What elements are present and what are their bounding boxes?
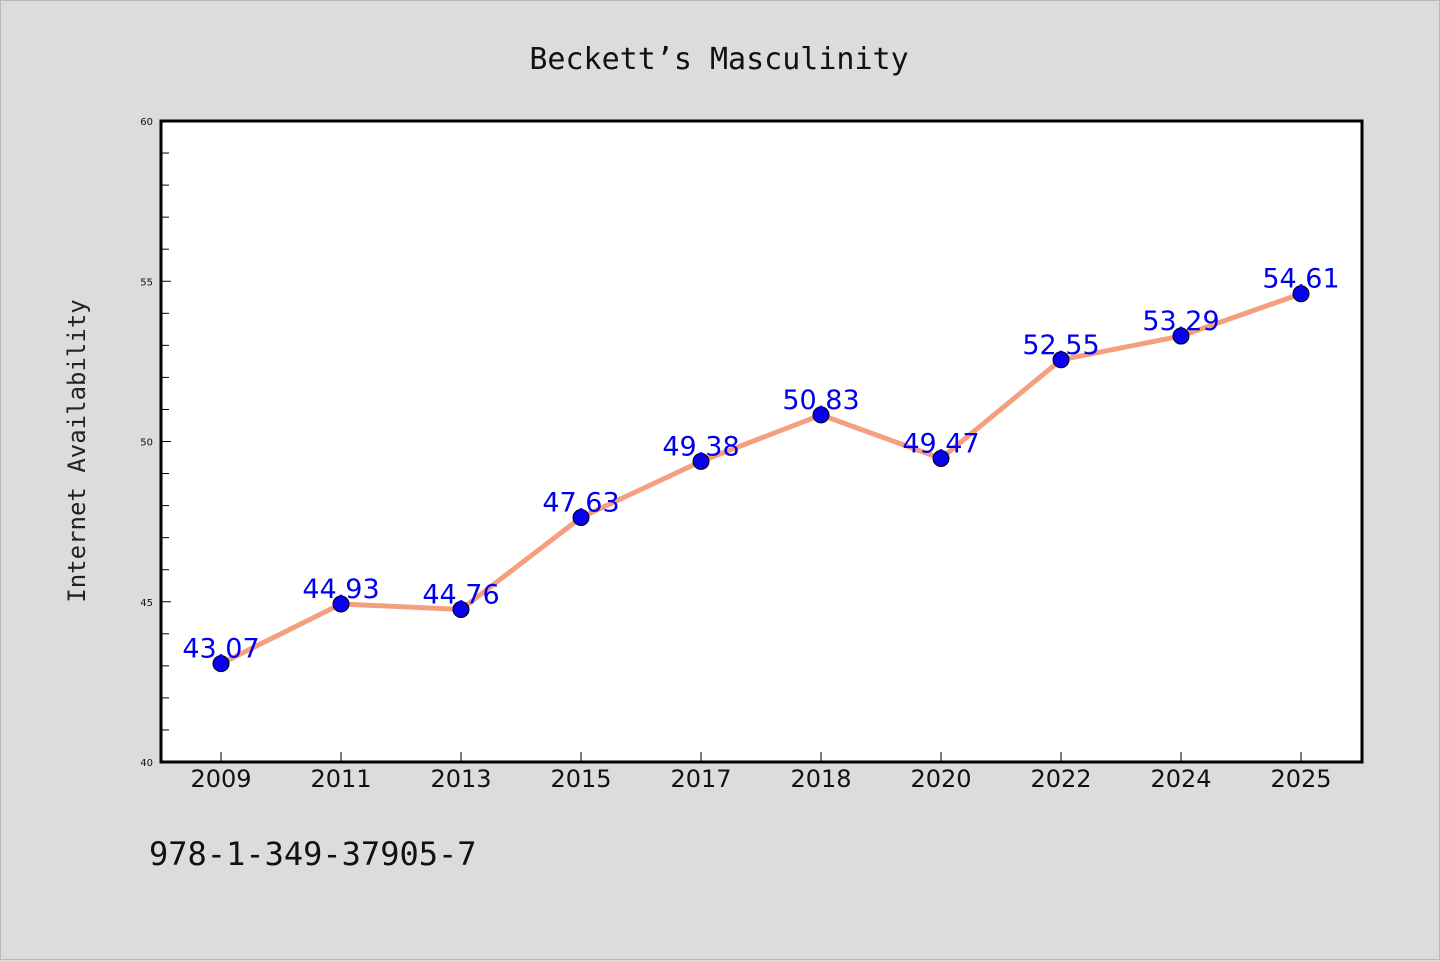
y-tick-label: 50 — [140, 438, 153, 449]
data-label: 49.47 — [902, 428, 979, 459]
data-label: 50.83 — [782, 385, 859, 416]
x-tick-label: 2017 — [670, 765, 731, 793]
data-label: 52.55 — [1022, 330, 1099, 361]
x-tick-label: 2011 — [310, 765, 371, 793]
data-label: 49.38 — [662, 431, 739, 462]
y-tick-label: 40 — [140, 758, 153, 769]
data-point — [1052, 351, 1070, 369]
data-label: 44.93 — [302, 574, 379, 605]
data-point — [452, 600, 470, 618]
x-tick-label: 2009 — [190, 765, 251, 793]
data-point — [1292, 285, 1310, 303]
series-line — [219, 291, 1302, 666]
data-label: 54.61 — [1262, 264, 1339, 295]
data-point — [572, 508, 590, 526]
data-label: 44.76 — [422, 579, 499, 610]
series — [212, 285, 1310, 673]
data-point — [932, 449, 950, 467]
y-tick-label: 45 — [140, 598, 153, 609]
x-tick-label: 2024 — [1150, 765, 1211, 793]
x-tick-label: 2022 — [1030, 765, 1091, 793]
data-point — [332, 595, 350, 613]
x-tick-label: 2018 — [790, 765, 851, 793]
data-point — [1172, 327, 1190, 345]
data-point — [692, 452, 710, 470]
y-tick-label: 55 — [140, 277, 153, 288]
data-label: 47.63 — [542, 487, 619, 518]
data-point — [212, 655, 230, 673]
y-axis-label: Internet Availability — [63, 299, 91, 602]
plot-area — [161, 121, 1362, 762]
x-tick-label: 2020 — [910, 765, 971, 793]
chart-title: Beckett’s Masculinity — [529, 42, 908, 77]
x-tick-label: 2013 — [430, 765, 491, 793]
plot-frame — [159, 119, 1364, 764]
data-point — [812, 406, 830, 424]
x-axis: 2009 2011 2013 2015 2017 2018 2020 2022 2024 2025 — [190, 752, 1332, 793]
y-tick-label: 60 — [140, 117, 153, 128]
footer-isbn: 978-1-349-37905-7 — [149, 835, 477, 873]
x-tick-label: 2025 — [1270, 765, 1331, 793]
data-label: 43.07 — [182, 634, 259, 665]
data-labels: 43.07 44.93 44.76 47.63 49.38 50.83 49.47 52.55… — [182, 264, 1339, 665]
x-tick-label: 2015 — [550, 765, 611, 793]
data-label: 53.29 — [1142, 306, 1219, 337]
